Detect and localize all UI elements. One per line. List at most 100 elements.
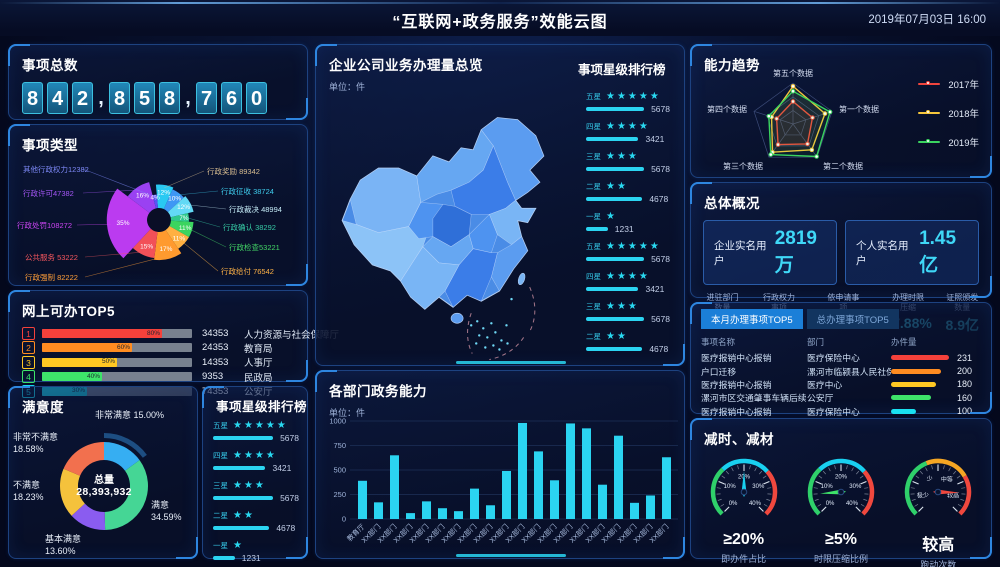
overview-box-value: 2819万 [774, 228, 817, 276]
legend-item: 2018年 [918, 106, 979, 120]
svg-text:11%: 11% [179, 225, 192, 232]
star-rank-value: 1231 [614, 223, 634, 234]
rank-badge: 3 [22, 355, 35, 369]
satisfaction-label: 非常不满意 18.58% [13, 432, 59, 454]
star-rank-row: 二星 ★★ 4678 [586, 180, 670, 204]
star-rank-value: 4678 [649, 193, 669, 204]
panel-title: 能力趋势 [704, 58, 760, 73]
star-rank-row: 二星 ★★ 4678 [586, 330, 670, 354]
dept-bar [566, 423, 575, 519]
star-rank-label: 二星 [586, 181, 601, 191]
legend-line-icon [918, 80, 941, 85]
top5-dept: 民政局 [244, 372, 273, 384]
rose-slice [152, 194, 158, 209]
satisfaction-label: 满意 34.59% [151, 500, 182, 522]
star-rank-value: 5678 [651, 253, 670, 264]
legend-label: 2019年 [948, 138, 979, 149]
gauge-tick-label: 40% [749, 501, 762, 507]
top5-row: 2 60% 24353 教育局 [22, 341, 297, 355]
page-title: “互联网+政务服务”效能云图 [392, 14, 608, 31]
table-cell-dept: 漯河市临颍县人民社保... [807, 366, 891, 377]
star-icons: ★★★★★ [606, 240, 661, 252]
star-rank-label: 五星 [586, 91, 601, 101]
star-rank-bar [213, 555, 235, 560]
top5-value: 14353 [202, 356, 229, 368]
overview-box: 企业实名用户 2819万 [703, 220, 837, 285]
decor-underline [455, 361, 566, 364]
star-rank-value: 5678 [280, 432, 299, 443]
item-types-rose-chart: 12%10%12%7%11%11%17%15%35%16% 4%行政奖励 8934… [17, 164, 282, 282]
svg-text:500: 500 [333, 466, 346, 475]
sea-islands-dots [469, 297, 513, 351]
svg-text:7%: 7% [179, 215, 189, 222]
legend-line-icon [918, 109, 941, 114]
table-cell-dept: 公安厅 [807, 393, 834, 404]
table-bar-fill [891, 395, 932, 401]
rose-slice [154, 229, 182, 261]
star-rank-label: 一星 [213, 540, 228, 550]
satisfaction-slice [60, 468, 85, 516]
star-rank-value: 5678 [651, 103, 670, 114]
star-icons: ★★ [606, 180, 628, 192]
legend-label: 2017年 [948, 80, 979, 91]
top5-row: 1 80% 34353 人力资源与社会保障厅 [22, 327, 339, 341]
table-cell-value: 160 [957, 392, 973, 403]
star-icons: ★★★★ [233, 449, 277, 461]
star-rank-list: 五星 ★★★★★ 5678 四星 ★★★★ 3421 三星 ★★★ 5678 二星 ★★ 4678 一星… [576, 86, 678, 354]
table-row: 医疗报销中心报销 医疗中心 180 [701, 378, 981, 391]
panel-title: 各部门政务能力 [329, 384, 427, 399]
top5-bar-track: 50% [42, 357, 192, 367]
star-rank-label: 二星 [213, 510, 228, 520]
star-rank-value: 3421 [645, 133, 665, 144]
star-rank-bar [586, 256, 645, 261]
top5-dept: 人事厅 [244, 358, 273, 370]
table-column-header: 办件量 [891, 337, 917, 347]
table-bar-fill [891, 408, 916, 414]
star-rank-row: 一星 ★ 1231 [213, 539, 299, 563]
top5-bar-pct: 40% [86, 372, 100, 380]
gauge: 0%10%20%30%40%≥20%即办件占比 [696, 452, 792, 567]
panel-title: 事项星级排行榜 [216, 400, 308, 414]
tab-total-top5[interactable]: 总办理事项TOP5 [806, 309, 899, 329]
rose-label: 其他行政权力12382 [23, 164, 89, 174]
satisfaction-label: 不满意 18.23% [13, 480, 44, 502]
panel-top5-table: 本月办理事项TOP5 总办理事项TOP5 事项名称 部门 办件量 医疗报销中心报销 医疗… [690, 302, 992, 417]
rank-badge: 2 [22, 341, 35, 355]
table-column-header: 部门 [807, 337, 825, 347]
star-rank-row: 三星 ★★★ 5678 [586, 300, 670, 324]
overview-box-value: 1.45亿 [919, 228, 957, 276]
table-cell-name: 医疗报销中心报销 [701, 353, 772, 364]
star-rank-value: 1231 [241, 552, 261, 563]
star-icons: ★★★★ [606, 120, 650, 132]
rose-slice [155, 184, 174, 210]
dept-bar [646, 495, 655, 519]
star-rank-label: 四星 [586, 271, 601, 281]
star-rank-title: 事项星级排行榜 [578, 63, 666, 77]
dept-bar [502, 470, 511, 519]
rose-label: 公共服务 53222 [25, 252, 78, 262]
star-rank-value: 3421 [645, 283, 665, 294]
overview-box-label: 个人实名用户 [856, 239, 909, 267]
digit-comma: , [185, 86, 191, 109]
star-rank-bar [586, 136, 639, 141]
dept-bar [454, 511, 463, 519]
star-rank-label: 一星 [586, 211, 601, 221]
star-rank-label: 二星 [586, 331, 601, 341]
rose-slice [106, 188, 151, 259]
gauge-label: 时限压缩比例 [813, 554, 868, 564]
tab-month-top5[interactable]: 本月办理事项TOP5 [701, 309, 803, 329]
svg-text:35%: 35% [117, 220, 130, 227]
panel-reduction-gauges: 减时、减材 0%10%20%30%40%≥20%即办件占比0%10%20%30%… [690, 418, 992, 567]
table-cell-dept: 医疗保险中心 [807, 406, 860, 417]
rank-badge: 4 [22, 370, 35, 384]
dept-bar [486, 505, 495, 519]
gauge-dial: 0% 10%20%30% 40% [807, 458, 875, 516]
legend-dot-icon [926, 138, 931, 143]
panel-title: 总体概况 [704, 196, 760, 211]
panel-online-top5: 网上可办TOP5 1 80% 34353 人力资源与社会保障厅 2 60% 24353 教育局… [8, 290, 339, 398]
table-cell-value: 231 [957, 352, 973, 363]
star-rank-value: 5678 [280, 492, 299, 503]
radar-axis-label: 第一个数据 [839, 104, 879, 114]
rose-label: 行政奖励 89342 [207, 166, 260, 176]
